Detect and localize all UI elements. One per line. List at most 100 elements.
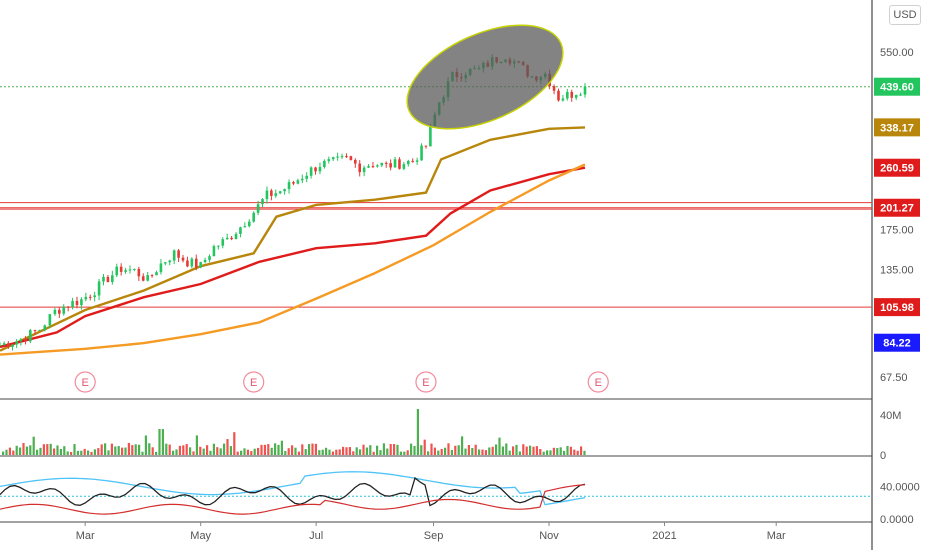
candle-body <box>318 167 322 172</box>
volume-bar <box>151 447 154 455</box>
volume-bar <box>539 449 542 455</box>
volume-bar <box>331 451 334 455</box>
candle-body <box>371 166 375 168</box>
volume-bar <box>559 447 562 455</box>
candle-body <box>62 306 66 314</box>
price-tag <box>874 77 920 96</box>
volume-bar <box>522 444 525 455</box>
volume-bar <box>508 450 511 455</box>
candle-body <box>230 237 233 240</box>
volume-bar <box>478 449 481 455</box>
volume-bar <box>423 439 426 455</box>
volume-bar <box>56 445 59 455</box>
volume-bar <box>464 448 467 455</box>
earnings-marker-label: E <box>595 377 602 389</box>
earnings-marker-label: E <box>422 377 429 389</box>
volume-bar <box>338 449 341 455</box>
volume-bar <box>42 444 45 455</box>
indicator-line-cyan <box>0 471 586 506</box>
volume-bar <box>491 446 494 455</box>
currency-button[interactable]: USD <box>889 5 921 25</box>
candle-body <box>283 189 286 192</box>
candle-body <box>217 245 220 247</box>
volume-bar <box>165 443 168 455</box>
volume-bar <box>155 451 158 455</box>
candle-body <box>150 275 154 277</box>
candle-body <box>2 343 6 346</box>
price-tag-label: 439.60 <box>880 82 914 94</box>
volume-bar <box>63 446 66 455</box>
candle-body <box>97 281 101 296</box>
volume-bar <box>172 450 175 455</box>
time-tick-label: Mar <box>767 530 786 542</box>
volume-bar <box>144 435 147 455</box>
price-tag <box>874 118 920 137</box>
volume-bar <box>253 448 256 455</box>
candle-body <box>155 272 158 276</box>
candle-body <box>186 260 189 267</box>
candle-body <box>168 260 172 263</box>
volume-bar <box>291 445 294 455</box>
volume-bar <box>529 445 532 455</box>
volume-bar <box>192 451 195 455</box>
volume-bar <box>328 449 331 455</box>
candle-body <box>221 239 225 246</box>
volume-bar <box>284 451 287 455</box>
volume-bar <box>124 447 127 455</box>
candle-body <box>256 204 260 213</box>
price-tag-label: 260.59 <box>880 163 914 175</box>
price-tag-label: 84.22 <box>883 338 911 350</box>
volume-bar <box>365 447 368 455</box>
volume-bar <box>495 444 498 455</box>
candle-body <box>305 175 308 179</box>
candle-body <box>557 90 560 101</box>
candle-body <box>570 91 574 98</box>
highlight-ellipse <box>406 24 564 130</box>
candle-body <box>243 226 247 228</box>
volume-bar <box>348 447 351 455</box>
candle-body <box>398 159 401 169</box>
volume-bar <box>202 448 205 455</box>
volume-bar <box>104 443 107 455</box>
volume-bar <box>379 450 382 455</box>
candle-body <box>102 276 105 282</box>
volume-bar <box>189 447 192 455</box>
volume-bar <box>556 448 559 455</box>
volume-bar <box>321 449 324 455</box>
volume-bar <box>532 446 535 455</box>
price-tag <box>874 298 920 317</box>
volume-bar <box>178 445 181 455</box>
indicator-tick-label: 40.0000 <box>880 481 920 493</box>
candle-body <box>287 182 291 190</box>
volume-bar <box>396 444 399 455</box>
volume-bar <box>393 444 396 455</box>
time-tick-label: 2021 <box>652 530 676 542</box>
candle-body <box>566 91 569 99</box>
volume-bar <box>461 436 464 455</box>
volume-bar <box>117 446 120 455</box>
candle-body <box>15 341 18 345</box>
volume-bar <box>138 444 141 455</box>
price-tick-label: 175.00 <box>880 224 914 236</box>
candle-body <box>159 263 163 273</box>
candle-body <box>208 256 211 260</box>
volume-bar <box>369 445 372 455</box>
time-tick-label: Nov <box>539 530 559 542</box>
volume-bar <box>280 440 283 455</box>
candle-body <box>407 160 410 165</box>
price-tag <box>874 158 920 177</box>
candle-body <box>353 159 357 164</box>
time-tick-label: May <box>190 530 211 542</box>
candle-body <box>336 156 339 158</box>
volume-bar <box>246 449 249 455</box>
volume-bar <box>240 450 243 455</box>
volume-bar <box>199 446 202 455</box>
volume-bar <box>121 447 124 455</box>
earnings-marker <box>74 371 96 393</box>
volume-bar <box>161 429 164 455</box>
candle-body <box>420 145 423 161</box>
volume-bar <box>501 446 504 455</box>
candle-body <box>270 190 273 196</box>
volume-bar <box>569 446 572 455</box>
